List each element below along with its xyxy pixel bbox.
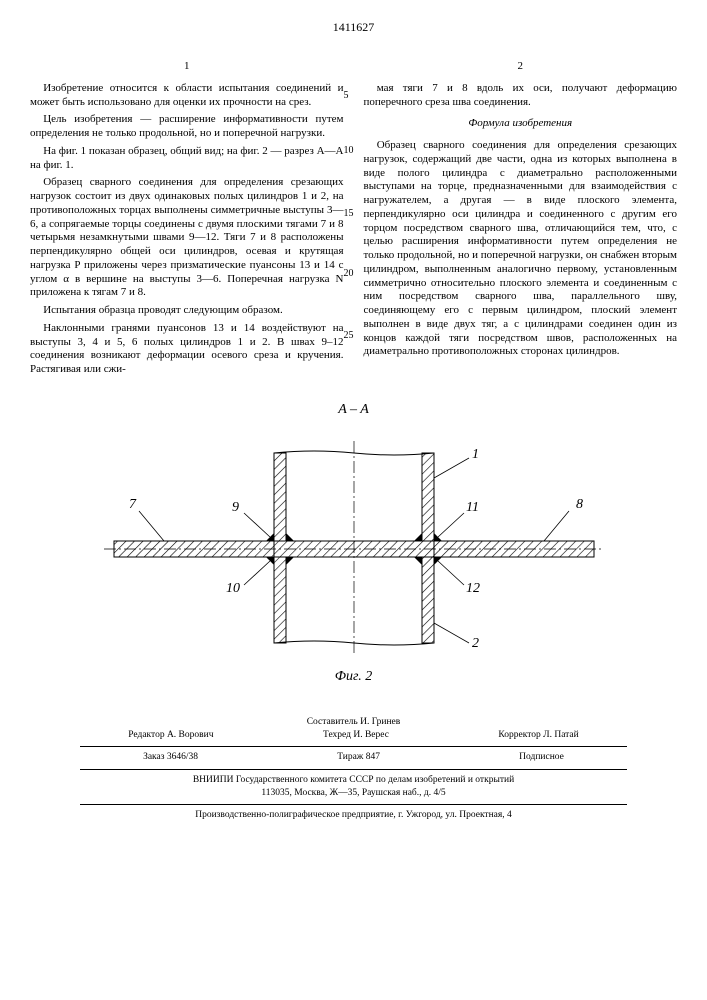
addr-line: 113035, Москва, Ж—35, Раушская наб., д. … — [30, 787, 677, 800]
order: Заказ 3646/38 — [143, 751, 198, 764]
figure-caption: Фиг. 2 — [30, 668, 677, 686]
org-line: ВНИИПИ Государственного комитета СССР по… — [30, 774, 677, 787]
svg-text:8: 8 — [576, 497, 583, 512]
svg-text:9: 9 — [232, 500, 239, 515]
press-line: Производственно-полиграфическое предприя… — [30, 809, 677, 822]
svg-text:12: 12 — [466, 581, 480, 596]
col1-para2: Цель изобретения — расширение информатив… — [30, 113, 344, 141]
line-num-15: 15 — [344, 208, 354, 221]
svg-text:10: 10 — [226, 581, 240, 596]
compiler-line: Составитель И. Гринев — [30, 716, 677, 729]
col1-para4: Образец сварного соединения для определе… — [30, 176, 344, 300]
formula-title: Формула изобретения — [364, 117, 678, 131]
tirage: Тираж 847 — [337, 751, 380, 764]
col1-para1: Изобретение относится к области испытани… — [30, 82, 344, 110]
techred: Техред И. Верес — [323, 729, 389, 742]
colophon-rule-3 — [80, 804, 627, 805]
svg-text:1: 1 — [472, 447, 479, 462]
col2-number: 2 — [364, 60, 678, 74]
svg-text:7: 7 — [129, 497, 137, 512]
col1-number: 1 — [30, 60, 344, 74]
colophon-rule-1 — [80, 746, 627, 747]
corrector: Корректор Л. Патай — [498, 729, 578, 742]
svg-text:2: 2 — [472, 636, 479, 651]
two-column-body: 1 Изобретение относится к области испыта… — [30, 60, 677, 381]
figure-2: A – A 78129101112 Фиг. 2 — [30, 401, 677, 686]
colophon: Составитель И. Гринев Редактор А. Ворови… — [30, 716, 677, 823]
colophon-rule-2 — [80, 769, 627, 770]
col2-para1: мая тяги 7 и 8 вдоль их оси, получают де… — [364, 82, 678, 110]
section-label: A – A — [30, 401, 677, 419]
svg-text:11: 11 — [466, 500, 479, 515]
doc-number: 1411627 — [30, 20, 677, 35]
col1-para3: На фиг. 1 показан образец, общий вид; на… — [30, 145, 344, 173]
line-num-25: 25 — [344, 330, 354, 343]
line-num-5: 5 — [344, 90, 349, 103]
figure-drawing: 78129101112 — [74, 423, 634, 663]
column-left: 1 Изобретение относится к области испыта… — [30, 60, 344, 381]
col1-para5: Испытания образца проводят следующим обр… — [30, 304, 344, 318]
column-right: 5 10 15 20 25 2 мая тяги 7 и 8 вдоль их … — [364, 60, 678, 381]
col1-para6: Наклонными гранями пуансонов 13 и 14 воз… — [30, 322, 344, 377]
editor: Редактор А. Ворович — [128, 729, 213, 742]
col2-para2: Образец сварного соединения для определе… — [364, 139, 678, 359]
subscribed: Подписное — [519, 751, 564, 764]
line-num-20: 20 — [344, 268, 354, 281]
line-num-10: 10 — [344, 145, 354, 158]
